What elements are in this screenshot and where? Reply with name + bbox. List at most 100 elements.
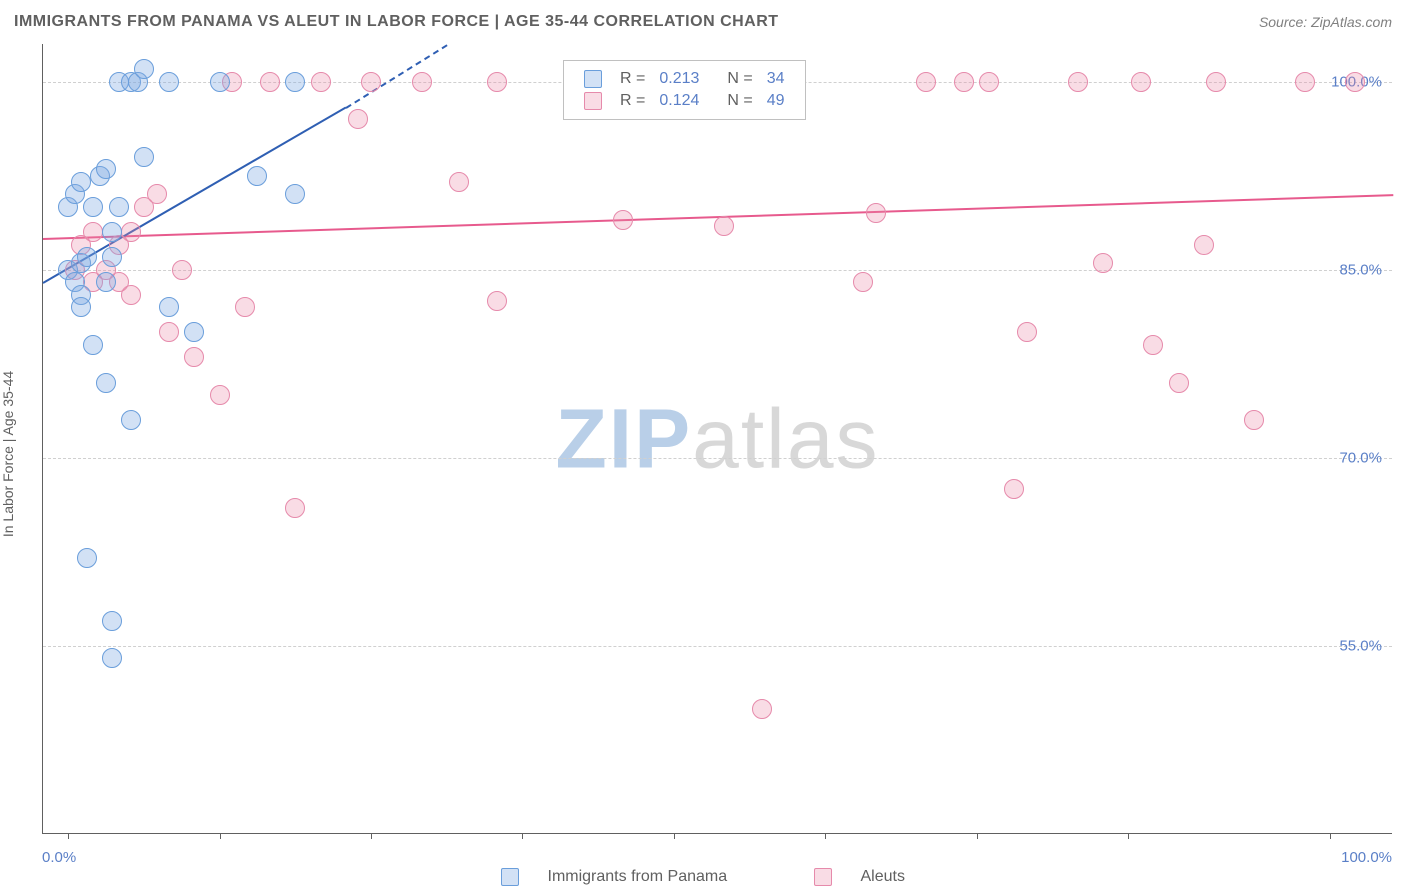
x-tick-min: 0.0% (42, 849, 76, 866)
x-tick (1128, 833, 1129, 839)
r-label: R = (614, 69, 651, 89)
data-point-aleuts (1295, 72, 1315, 92)
data-point-aleuts (235, 297, 255, 317)
data-point-panama (96, 373, 116, 393)
x-tick (1330, 833, 1331, 839)
series-legend: Immigrants from Panama Aleuts (0, 868, 1406, 886)
data-point-aleuts (1169, 373, 1189, 393)
data-point-panama (102, 222, 122, 242)
watermark-part1: ZIP (555, 391, 692, 485)
n-value-b: 49 (761, 91, 791, 111)
swatch-series-b (814, 868, 832, 886)
data-point-panama (77, 247, 97, 267)
data-point-panama (71, 297, 91, 317)
data-point-panama (109, 197, 129, 217)
data-point-aleuts (412, 72, 432, 92)
data-point-panama (102, 611, 122, 631)
y-tick-label: 85.0% (1339, 261, 1382, 278)
x-tick-max: 100.0% (1341, 849, 1392, 866)
data-point-aleuts (121, 222, 141, 242)
data-point-aleuts (1143, 335, 1163, 355)
correlation-legend: R = 0.213 N = 34 R = 0.124 N = 49 (563, 60, 806, 120)
swatch-series-a (584, 70, 602, 88)
trend-extrapolation (345, 44, 447, 108)
n-value-a: 34 (761, 69, 791, 89)
y-axis-label: In Labor Force | Age 35-44 (0, 371, 16, 537)
data-point-panama (102, 648, 122, 668)
data-point-panama (96, 159, 116, 179)
data-point-aleuts (210, 385, 230, 405)
data-point-panama (159, 297, 179, 317)
data-point-aleuts (147, 184, 167, 204)
gridline (43, 270, 1392, 271)
data-point-aleuts (184, 347, 204, 367)
data-point-aleuts (714, 216, 734, 236)
data-point-aleuts (83, 222, 103, 242)
x-tick (825, 833, 826, 839)
x-tick (674, 833, 675, 839)
data-point-panama (210, 72, 230, 92)
gridline (43, 646, 1392, 647)
data-point-aleuts (487, 72, 507, 92)
chart-title: IMMIGRANTS FROM PANAMA VS ALEUT IN LABOR… (14, 13, 779, 31)
data-point-aleuts (487, 291, 507, 311)
data-point-panama (83, 335, 103, 355)
data-point-panama (184, 322, 204, 342)
watermark-part2: atlas (692, 391, 879, 485)
data-point-aleuts (1093, 253, 1113, 273)
data-point-aleuts (285, 498, 305, 518)
x-tick (68, 833, 69, 839)
data-point-panama (134, 59, 154, 79)
data-point-aleuts (613, 210, 633, 230)
source-label: Source: ZipAtlas.com (1259, 14, 1392, 30)
data-point-aleuts (348, 109, 368, 129)
r-value-a: 0.213 (653, 69, 705, 89)
data-point-aleuts (752, 699, 772, 719)
data-point-aleuts (1068, 72, 1088, 92)
series-a-label: Immigrants from Panama (548, 868, 728, 885)
plot-area: ZIPatlas 55.0%70.0%85.0%100.0% R = 0.213… (42, 44, 1392, 834)
x-tick (371, 833, 372, 839)
data-point-aleuts (159, 322, 179, 342)
r-value-b: 0.124 (653, 91, 705, 111)
watermark: ZIPatlas (555, 390, 879, 487)
data-point-aleuts (121, 285, 141, 305)
legend-row-a: R = 0.213 N = 34 (578, 69, 791, 89)
series-b-label: Aleuts (860, 868, 904, 885)
data-point-aleuts (916, 72, 936, 92)
r-label: R = (614, 91, 651, 111)
swatch-series-a (501, 868, 519, 886)
data-point-panama (71, 172, 91, 192)
data-point-panama (121, 410, 141, 430)
data-point-panama (96, 272, 116, 292)
legend-row-b: R = 0.124 N = 49 (578, 91, 791, 111)
data-point-panama (134, 147, 154, 167)
x-tick (522, 833, 523, 839)
x-tick (220, 833, 221, 839)
data-point-aleuts (1194, 235, 1214, 255)
data-point-panama (247, 166, 267, 186)
y-tick-label: 55.0% (1339, 637, 1382, 654)
data-point-panama (102, 247, 122, 267)
data-point-aleuts (361, 72, 381, 92)
swatch-series-b (584, 92, 602, 110)
n-label: N = (721, 91, 758, 111)
data-point-aleuts (260, 72, 280, 92)
data-point-panama (159, 72, 179, 92)
data-point-panama (285, 72, 305, 92)
data-point-aleuts (1131, 72, 1151, 92)
n-label: N = (721, 69, 758, 89)
data-point-aleuts (1345, 72, 1365, 92)
data-point-panama (77, 548, 97, 568)
data-point-aleuts (1206, 72, 1226, 92)
data-point-aleuts (311, 72, 331, 92)
x-tick (977, 833, 978, 839)
y-tick-label: 70.0% (1339, 449, 1382, 466)
data-point-aleuts (979, 72, 999, 92)
data-point-aleuts (1004, 479, 1024, 499)
data-point-aleuts (449, 172, 469, 192)
data-point-panama (83, 197, 103, 217)
data-point-aleuts (954, 72, 974, 92)
data-point-aleuts (866, 203, 886, 223)
data-point-aleuts (1017, 322, 1037, 342)
